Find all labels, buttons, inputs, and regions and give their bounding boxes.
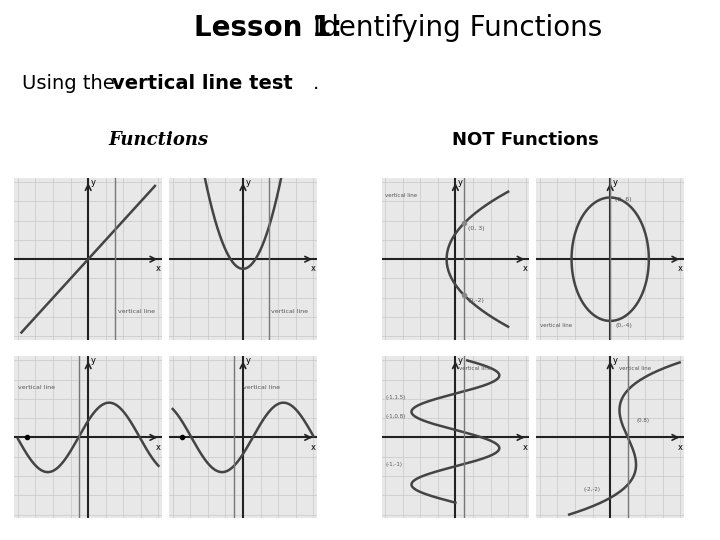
Text: (0.8): (0.8): [636, 418, 649, 423]
Text: vertical line: vertical line: [385, 193, 417, 199]
Text: y: y: [613, 356, 618, 364]
Text: y: y: [458, 356, 463, 364]
Text: x: x: [156, 443, 161, 451]
Text: vertical line: vertical line: [243, 385, 280, 390]
Text: (-1,1.5): (-1,1.5): [385, 395, 405, 400]
Text: x: x: [156, 265, 161, 273]
Text: (2, 6): (2, 6): [616, 197, 632, 202]
Text: vertical line: vertical line: [459, 366, 491, 371]
Text: Using the: Using the: [22, 73, 121, 93]
Text: vertical line: vertical line: [540, 323, 572, 328]
Text: y: y: [91, 178, 96, 186]
Text: Lesson 1:: Lesson 1:: [194, 14, 343, 42]
Text: (-2,-2): (-2,-2): [584, 488, 601, 492]
Text: vertical line: vertical line: [118, 309, 155, 314]
Text: NOT Functions: NOT Functions: [452, 131, 599, 150]
Text: (0, 3): (0, 3): [468, 226, 485, 231]
Text: y: y: [458, 178, 463, 186]
Text: x: x: [523, 265, 528, 273]
Text: x: x: [678, 443, 683, 451]
Text: (-1,-1): (-1,-1): [385, 462, 402, 467]
Text: x: x: [311, 265, 316, 273]
Text: (0,-4): (0,-4): [616, 323, 632, 328]
Text: x: x: [678, 265, 683, 273]
Text: vertical line test: vertical line test: [112, 73, 292, 93]
Text: (0,-2): (0,-2): [468, 298, 485, 302]
Text: vertical line: vertical line: [18, 385, 55, 390]
Text: y: y: [91, 356, 96, 364]
Text: Identifying Functions: Identifying Functions: [313, 14, 603, 42]
Text: y: y: [613, 178, 618, 186]
Text: vertical line: vertical line: [619, 366, 651, 371]
Text: (-1,0.8): (-1,0.8): [385, 414, 405, 419]
Text: x: x: [523, 443, 528, 451]
Text: y: y: [246, 178, 251, 186]
Text: vertical line: vertical line: [271, 309, 308, 314]
Text: x: x: [311, 443, 316, 451]
Text: .: .: [313, 73, 320, 93]
Text: y: y: [246, 356, 251, 364]
Text: Functions: Functions: [108, 131, 209, 150]
